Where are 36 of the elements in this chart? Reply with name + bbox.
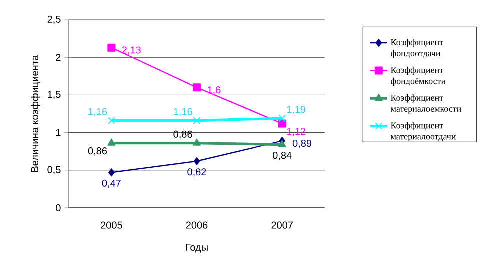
data-label: 2,13 [122,46,141,55]
data-label: 1,16 [174,108,192,117]
data-label: 0,84 [273,152,292,160]
data-label: 0,86 [174,130,192,140]
y-tick-label: 1,5 [48,91,61,100]
y-axis-title: Величина коэффициента [31,55,40,172]
point [108,168,115,177]
data-label: 0,47 [102,180,121,188]
legend-label: Коэффициент фондоотдачи [391,39,444,58]
y-tick-label: 0 [56,204,61,212]
x-tick-label: 2007 [272,222,293,229]
y-tick-label: 0,5 [48,166,61,175]
y-tick-label: 1 [56,129,61,136]
x-tick-label: 2005 [101,222,122,229]
legend-label: Коэффициент материалоотдачи [390,122,456,142]
x-tick-label: 2006 [186,222,208,229]
x-axis-title: Годы [186,244,208,253]
y-tick-label: 2 [56,54,61,62]
point [108,44,116,52]
data-label: 1,16 [88,108,108,117]
point [194,157,200,166]
data-label: 1,19 [287,106,306,114]
point [193,138,201,146]
point [193,84,202,92]
point [193,117,201,124]
data-label: 0,62 [188,168,206,177]
point [278,140,286,148]
legend-label: Коэффициент фондоёмкости [391,66,446,86]
y-tick-label: 2,5 [48,16,61,24]
point [108,138,116,146]
data-label: 0,86 [88,148,108,156]
point [108,117,116,124]
legend-label: Коэффициент материалоемкости [390,94,462,114]
data-label: 0,89 [292,140,312,148]
point [278,120,286,128]
point [278,114,286,122]
